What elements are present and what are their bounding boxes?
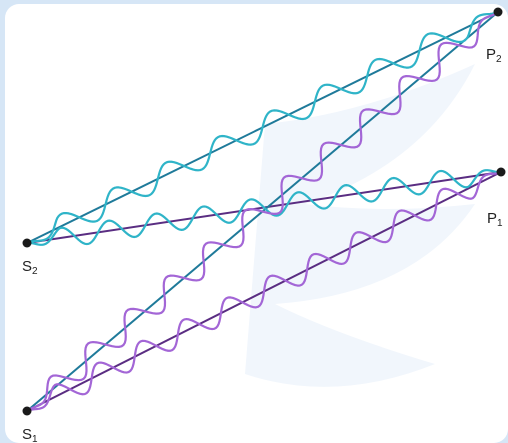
wave-s2-p2 xyxy=(26,10,499,245)
point-labels: S2 S1 P2 P1 xyxy=(22,46,503,443)
point-dot-p2 xyxy=(493,7,503,17)
label-s2: S2 xyxy=(22,258,38,277)
wave-paths xyxy=(26,10,502,413)
source-and-point-dots xyxy=(22,7,506,416)
label-s1: S1 xyxy=(22,426,38,443)
label-p2: P2 xyxy=(486,46,502,65)
wave-s1-p2 xyxy=(26,11,499,412)
point-dot-s2 xyxy=(22,238,32,248)
wave-s2-p1 xyxy=(26,169,502,246)
point-dot-p1 xyxy=(496,167,506,177)
label-p1: P1 xyxy=(487,210,503,229)
wave-s1-p1 xyxy=(26,170,502,413)
point-dot-s1 xyxy=(22,406,32,416)
